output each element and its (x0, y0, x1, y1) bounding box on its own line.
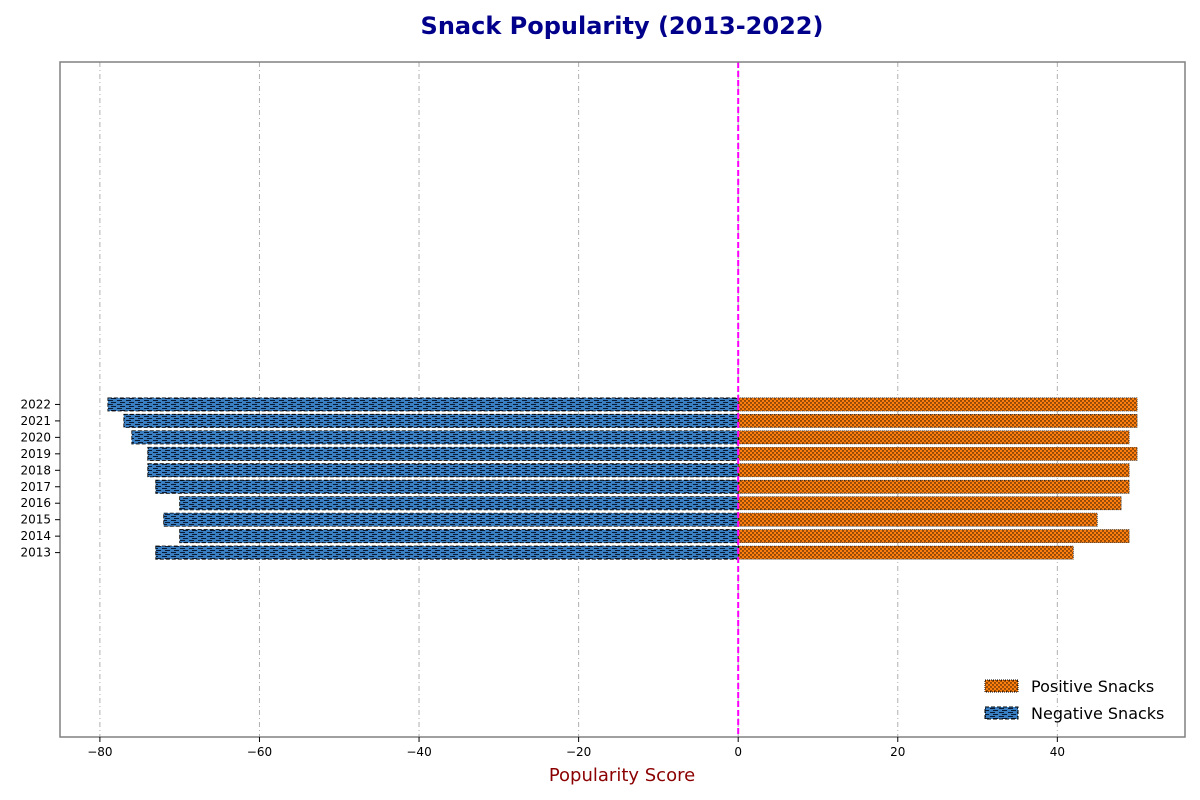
bar-negative-2019 (147, 446, 739, 461)
y-tick-label-2022: 2022 (20, 397, 51, 411)
bar-positive-2022 (737, 397, 1138, 412)
bar-positive-2015 (737, 512, 1098, 527)
bar-negative-2016 (179, 496, 739, 511)
legend-label-positive: Positive Snacks (1031, 677, 1154, 696)
bars (107, 397, 1138, 560)
bar-positive-2018 (737, 463, 1130, 478)
bar-negative-2014 (179, 529, 739, 544)
bar-positive-2016 (737, 496, 1122, 511)
legend: Positive Snacks Negative Snacks (984, 677, 1164, 723)
y-tick-label-2017: 2017 (20, 480, 51, 494)
x-axis-label: Popularity Score (549, 765, 695, 786)
ticks: −80 −60 −40 −20 0 20 40 2013 2014 2015 2016 2017 201… (20, 397, 1065, 759)
bar-positive-2020 (737, 430, 1130, 445)
bar-negative-2013 (155, 545, 739, 560)
x-tick-label: −20 (566, 745, 591, 759)
bar-negative-2021 (123, 413, 739, 428)
x-tick-label: −60 (247, 745, 272, 759)
bar-negative-2017 (155, 479, 739, 494)
legend-label-negative: Negative Snacks (1031, 704, 1164, 723)
bar-positive-2019 (737, 446, 1138, 461)
x-tick-label: −40 (406, 745, 431, 759)
y-tick-label-2019: 2019 (20, 447, 51, 461)
bar-negative-2020 (131, 430, 739, 445)
x-tick-label: 40 (1050, 745, 1065, 759)
chart-title: Snack Popularity (2013-2022) (421, 12, 824, 40)
x-tick-label: −80 (87, 745, 112, 759)
plot-frame (59, 61, 1186, 738)
y-tick-label-2015: 2015 (20, 513, 51, 527)
bar-positive-2014 (737, 529, 1130, 544)
legend-swatch-negative (984, 706, 1019, 720)
bar-negative-2022 (107, 397, 739, 412)
bar-positive-2013 (737, 545, 1074, 560)
bar-positive-2017 (737, 479, 1130, 494)
y-tick-label-2013: 2013 (20, 546, 51, 560)
y-tick-label-2014: 2014 (20, 529, 51, 543)
y-tick-label-2021: 2021 (20, 414, 51, 428)
bar-negative-2015 (163, 512, 739, 527)
bar-negative-2018 (147, 463, 739, 478)
y-tick-label-2020: 2020 (20, 430, 51, 444)
bar-positive-2021 (737, 414, 1138, 428)
x-tick-label: 0 (734, 745, 742, 759)
y-tick-label-2018: 2018 (20, 463, 51, 477)
x-tick-label: 20 (890, 745, 905, 759)
legend-swatch-positive (984, 679, 1019, 693)
y-tick-label-2016: 2016 (20, 496, 51, 510)
